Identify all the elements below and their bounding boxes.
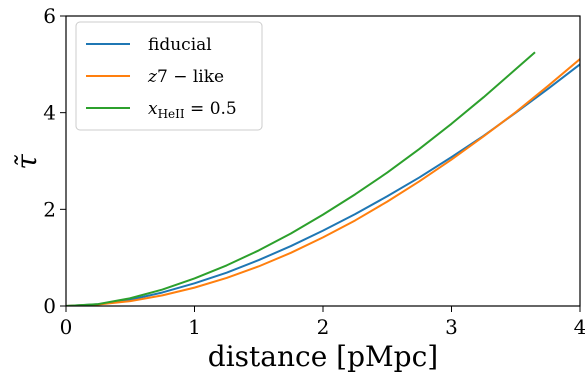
x-axis-label: distance [pMpc] bbox=[208, 340, 438, 373]
y-tick-label: 2 bbox=[43, 197, 56, 221]
y-axis-label: τ̃ bbox=[10, 154, 43, 170]
axis-ticks: 0 1 2 3 4 0 2 4 6 bbox=[43, 4, 585, 339]
x-tick-label: 2 bbox=[317, 315, 330, 339]
x-tick-label: 3 bbox=[445, 315, 458, 339]
legend-label-fiducial: fiducial bbox=[148, 35, 212, 55]
legend-label-z7-like: z7 − like bbox=[147, 67, 224, 87]
y-tick-label: 0 bbox=[43, 294, 56, 318]
series-line-2 bbox=[66, 51, 536, 306]
y-tick-label: 4 bbox=[43, 101, 56, 125]
series-lines bbox=[66, 51, 580, 306]
x-tick-label: 0 bbox=[60, 315, 73, 339]
y-tick-label: 6 bbox=[43, 4, 56, 28]
x-tick-label: 4 bbox=[574, 315, 585, 339]
x-tick-label: 1 bbox=[188, 315, 201, 339]
legend-label-xheii: xHeII = 0.5 bbox=[148, 99, 237, 121]
legend: fiducial z7 − like xHeII = 0.5 bbox=[75, 21, 263, 131]
series-line-1 bbox=[66, 58, 580, 306]
legend-box bbox=[75, 21, 263, 131]
